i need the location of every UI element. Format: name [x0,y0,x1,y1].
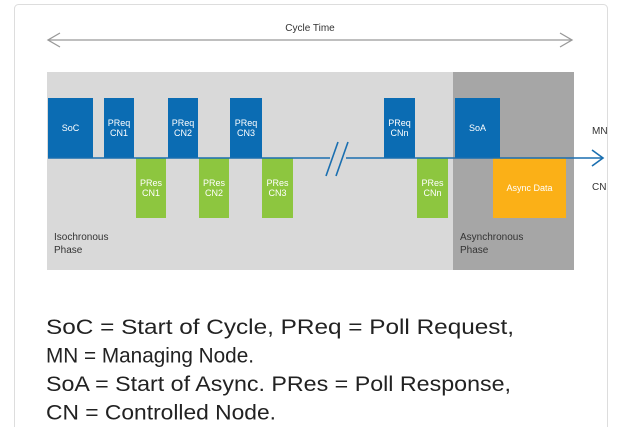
block-cn [136,158,166,218]
legend-line: SoC = Start of Cycle, PReq = Poll Reques… [46,316,514,339]
block-mn [48,98,93,158]
phase-label: Isochronous [54,232,108,243]
block-label: SoA [469,123,486,133]
block-mn [230,98,262,158]
block-label: PReq [388,118,411,128]
block-mn [104,98,134,158]
block-label: PRes [203,178,226,188]
block-cn [262,158,293,218]
phase-label: Phase [460,245,489,256]
block-label: CN1 [142,188,160,198]
block-label: PRes [421,178,444,188]
block-label: SoC [62,123,80,133]
cycle-arrow [46,32,574,48]
block-label: Async Data [506,183,552,193]
block-mn [455,98,500,158]
phase-label: Asynchronous [460,232,523,243]
block-label: CN3 [268,188,286,198]
legend-line: SoA = Start of Async. PRes = Poll Respon… [46,373,511,396]
block-label: PReq [235,118,258,128]
block-async [493,158,566,218]
block-mn [384,98,415,158]
block-label: PReq [172,118,195,128]
block-cn [199,158,229,218]
timeline [48,141,605,177]
block-label: CNn [390,128,408,138]
mn-label: MN [592,126,608,137]
cn-label: CN [592,182,606,193]
cycle-title: Cycle Time [285,23,335,34]
block-label: CN2 [205,188,223,198]
legend-line: CN = Controlled Node. [46,402,276,425]
block-cn [417,158,448,218]
block-label: PReq [108,118,131,128]
legend-line: MN = Managing Node. [46,345,254,368]
block-label: CN3 [237,128,255,138]
block-label: CNn [423,188,441,198]
block-label: PRes [266,178,289,188]
block-label: CN2 [174,128,192,138]
block-label: PRes [140,178,163,188]
block-label: CN1 [110,128,128,138]
phase-label: Phase [54,245,83,256]
block-mn [168,98,198,158]
